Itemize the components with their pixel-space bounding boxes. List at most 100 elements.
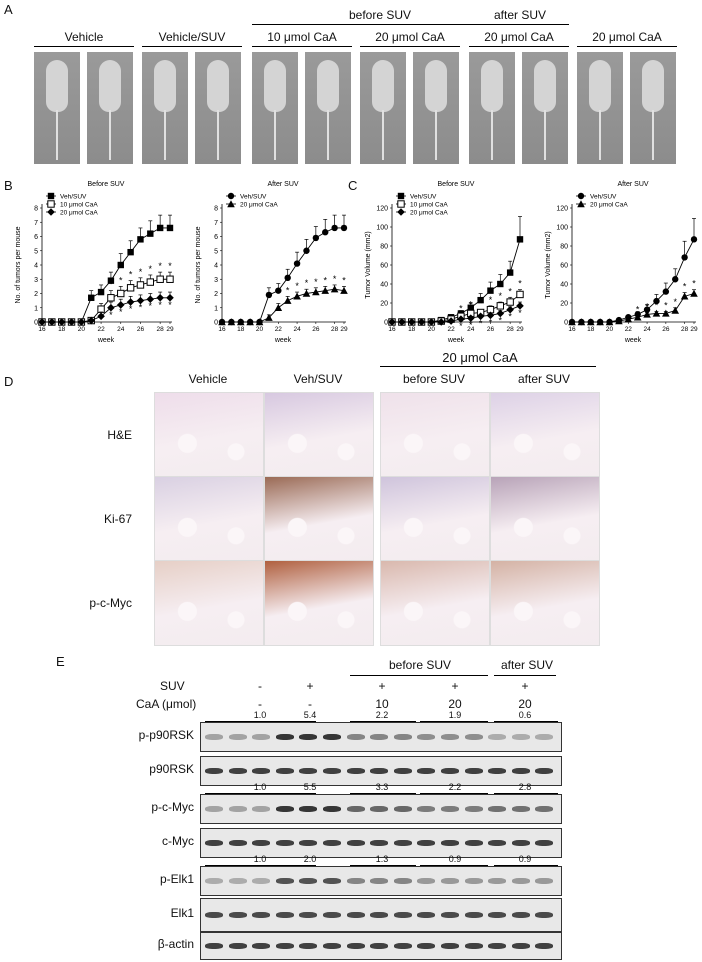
blot-band <box>417 878 436 884</box>
data-point <box>577 318 586 326</box>
blot-band <box>252 806 271 812</box>
y-tick-label: 120 <box>556 206 568 213</box>
blot-band <box>228 734 247 740</box>
y-tick-label: 7 <box>214 220 218 227</box>
chart-title: After SUV <box>617 181 648 188</box>
data-point <box>652 309 661 317</box>
blot-strip <box>200 828 562 858</box>
data-point <box>255 318 264 326</box>
blot-band <box>205 734 223 740</box>
blot-band <box>299 912 318 918</box>
blot-band <box>228 840 247 846</box>
data-point <box>577 200 585 208</box>
group-rule-4 <box>360 46 460 47</box>
blot-band <box>346 734 365 740</box>
data-point <box>127 248 134 256</box>
mouse-photo <box>522 52 568 164</box>
data-point <box>568 318 576 326</box>
blot-band <box>464 806 483 812</box>
blot-quantification: 3.3 <box>375 782 389 792</box>
after-suv-rule <box>469 24 569 25</box>
y-tick-label: 120 <box>376 206 388 213</box>
data-point <box>497 280 504 288</box>
x-tick-label: 24 <box>117 326 125 333</box>
data-point <box>47 208 55 216</box>
data-point <box>516 290 524 299</box>
histology-row-label: Ki-67 <box>103 512 132 526</box>
mouse-photo <box>34 52 80 164</box>
quant-rule <box>420 721 488 722</box>
quant-rule <box>494 793 558 794</box>
legend-label: 20 μmol CaA <box>410 210 448 217</box>
data-point <box>397 208 405 216</box>
data-point <box>218 318 226 326</box>
caa-value: 20 <box>518 697 532 711</box>
histology-image <box>154 476 264 562</box>
group-rule-5 <box>469 46 569 47</box>
y-axis-label: No. of tumors per mouse <box>195 226 202 303</box>
x-tick-label: 28 <box>681 326 689 333</box>
suv-row-label: SUV <box>160 679 185 693</box>
blot-band <box>228 768 247 774</box>
blot-band <box>535 878 554 884</box>
histology-group-rule <box>380 366 596 367</box>
blot-band <box>488 943 507 949</box>
data-point <box>107 294 115 302</box>
y-tick-label: 2 <box>214 291 218 298</box>
blot-strip <box>200 794 562 824</box>
data-point <box>166 293 174 302</box>
blot-label: β-actin <box>157 937 194 951</box>
significance-star: * <box>286 285 290 295</box>
blot-band <box>464 943 483 949</box>
data-point <box>156 275 164 283</box>
mouse-photo <box>305 52 351 164</box>
data-point <box>97 312 105 321</box>
blot-band <box>393 734 412 740</box>
blot-band <box>299 768 318 774</box>
data-point <box>117 289 125 298</box>
chart-title: Before SUV <box>438 181 475 188</box>
blot-band <box>393 878 412 884</box>
blot-band <box>511 878 530 884</box>
significance-star: * <box>109 280 113 290</box>
data-point <box>681 254 688 261</box>
x-tick-label: 24 <box>643 326 651 333</box>
y-tick-label: 2 <box>34 291 38 298</box>
blot-band <box>205 840 223 846</box>
mouse-photo <box>142 52 188 164</box>
before-suv-label: before SUV <box>348 8 412 22</box>
data-point <box>397 200 405 208</box>
x-tick-label: 20 <box>428 326 436 333</box>
group-label-1: Vehicle <box>64 30 104 44</box>
blot-band <box>275 840 294 846</box>
data-point <box>107 303 115 312</box>
blot-band <box>511 734 530 740</box>
quant-rule <box>494 865 558 866</box>
x-tick-label: 29 <box>166 326 174 333</box>
y-tick-label: 0 <box>214 320 218 327</box>
blot-band <box>205 943 223 949</box>
caa-value: 10 <box>375 697 389 711</box>
data-point <box>88 294 95 301</box>
blot-band <box>346 840 365 846</box>
data-point <box>672 276 679 283</box>
significance-star: * <box>489 295 493 305</box>
significance-star: * <box>469 300 473 310</box>
blot-band <box>393 768 412 774</box>
blot-band <box>511 943 530 949</box>
group-rule-6 <box>577 46 677 47</box>
blot-band <box>205 912 223 918</box>
x-tick-label: 20 <box>606 326 614 333</box>
data-point <box>166 275 174 283</box>
y-tick-label: 60 <box>560 263 568 270</box>
y-tick-label: 20 <box>380 301 388 308</box>
data-point <box>398 318 406 326</box>
data-point <box>107 277 115 284</box>
blot-band <box>464 768 483 774</box>
blot-band <box>417 806 436 812</box>
significance-star: * <box>518 279 522 289</box>
group-rule-1 <box>34 46 134 47</box>
x-tick-label: 29 <box>340 326 348 333</box>
histology-image <box>264 560 374 646</box>
data-point <box>236 318 245 326</box>
